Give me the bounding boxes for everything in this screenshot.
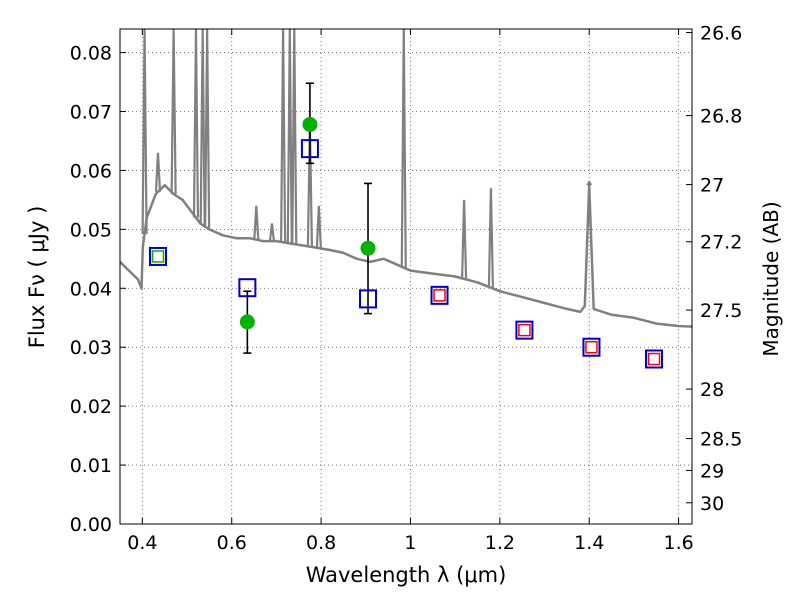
plot-frame — [119, 28, 693, 525]
observed-points — [239, 116, 376, 330]
y-tick-label: 0.02 — [70, 396, 112, 418]
x-tick-label: 0.8 — [306, 532, 336, 554]
observed-point — [360, 240, 376, 256]
emission-line — [487, 188, 495, 288]
emission-line — [460, 199, 468, 279]
model-inner-box — [433, 289, 446, 302]
x-tick-label: 1.6 — [663, 532, 693, 554]
emission-line — [280, 28, 287, 243]
model-point — [645, 349, 664, 369]
model-point — [300, 139, 319, 159]
y-tick-label: 0.06 — [70, 160, 112, 182]
y-axis-label: Flux Fν ( μJy ) — [25, 206, 49, 349]
emission-line — [192, 28, 200, 218]
y2-tick-label: 27 — [700, 175, 724, 197]
y2-tick-label: 28 — [700, 379, 724, 401]
emission-line — [170, 28, 177, 195]
x-tick-label: 0.4 — [127, 532, 157, 554]
y2-tick-label: 27.5 — [700, 300, 742, 322]
spectrum-series — [119, 28, 693, 328]
y2-tick-label: 30 — [700, 493, 724, 515]
observed-point — [302, 116, 318, 132]
emission-line — [268, 223, 276, 242]
model-inner-box — [518, 323, 531, 337]
spectrum-line — [119, 183, 693, 328]
model-point — [238, 278, 257, 298]
y-tick-label: 0.01 — [70, 455, 112, 477]
x-axis-label: Wavelength λ (μm) — [306, 563, 507, 587]
x-tick-label: 1.2 — [485, 532, 515, 554]
emission-line — [154, 152, 162, 192]
emission-line — [315, 205, 322, 249]
y2-axis-ticks: 26.6 26.8 27 27.2 27.5 28 28.5 29 30 — [686, 23, 742, 515]
y-tick-label: 0.03 — [70, 337, 112, 359]
y-tick-label: 0.05 — [70, 219, 112, 241]
y2-tick-label: 27.2 — [700, 232, 742, 254]
y-tick-label: 0.07 — [70, 102, 112, 124]
emission-line — [291, 28, 298, 245]
y-tick-label: 0.08 — [70, 43, 112, 65]
emission-line — [199, 28, 206, 225]
y2-tick-label: 26.6 — [700, 23, 742, 45]
model-inner-box — [647, 352, 661, 366]
y2-tick-label: 28.5 — [700, 429, 742, 451]
y2-tick-label: 26.8 — [700, 106, 742, 128]
emission-line — [286, 28, 293, 244]
emission-line — [141, 28, 148, 234]
model-points — [148, 139, 664, 369]
y-axis-ticks: 0.00 0.01 0.02 0.03 0.04 0.05 0.06 0.07 0.08 — [70, 43, 126, 536]
x-tick-label: 1 — [404, 532, 416, 554]
y2-tick-label: 29 — [700, 460, 724, 482]
y-tick-label: 0.04 — [70, 278, 112, 300]
x-axis-ticks: 0.4 0.6 0.8 1 1.2 1.4 1.6 — [127, 29, 694, 554]
emission-line — [400, 28, 407, 268]
emission-line — [253, 205, 260, 240]
emission-line — [204, 28, 211, 228]
model-inner-box — [585, 340, 598, 354]
model-point — [515, 320, 534, 340]
model-point — [359, 289, 378, 309]
observed-point — [239, 314, 255, 330]
x-tick-label: 0.6 — [217, 532, 247, 554]
y-tick-label: 0.00 — [70, 514, 112, 536]
y2-axis-label: Magnitude (AB) — [759, 201, 783, 356]
emission-line — [586, 180, 593, 186]
model-point — [148, 246, 167, 266]
model-point — [430, 285, 449, 305]
x-tick-label: 1.4 — [574, 532, 604, 554]
model-inner-box — [151, 250, 165, 263]
model-point — [582, 337, 601, 357]
